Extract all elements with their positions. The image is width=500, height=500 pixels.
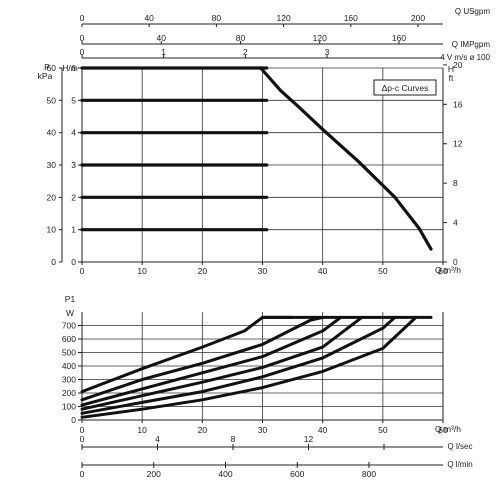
kpa-tick-label: 10 (47, 225, 57, 235)
hm-axis-label: H/m (62, 63, 78, 73)
y-tick-label: 700 (62, 321, 76, 331)
top-axis-tick-label: 0 (80, 47, 85, 57)
secondary-axis-tick-label: 0 (80, 434, 85, 444)
top-axis-tick-label: 120 (277, 13, 291, 23)
top-axis-tick-label: 40 (157, 33, 167, 43)
kpa-tick-label: 40 (47, 128, 57, 138)
y-tick-label: 200 (62, 388, 76, 398)
y-tick-label: 0 (71, 415, 76, 425)
kpa-tick-label: 50 (47, 95, 57, 105)
x-tick-label: 10 (137, 266, 147, 276)
ft-axis-label-bottom: ft (449, 73, 454, 83)
top-axis-tick-label: 80 (212, 13, 222, 23)
ft-tick-label: 0 (453, 257, 458, 267)
y-tick-label: 400 (62, 361, 76, 371)
y-tick-label: 500 (62, 348, 76, 358)
power-curve-line (80, 315, 343, 407)
secondary-axis-tick-label: 4 (155, 434, 160, 444)
top-axis-label: 4 V m/s ø 100 (440, 53, 490, 62)
power-curve-line (80, 315, 364, 411)
top-axis-label: Q IMPgpm (452, 40, 491, 49)
secondary-axis-tick-label: 0 (80, 469, 85, 479)
legend-label: Δp-c Curves (382, 83, 429, 93)
ft-tick-label: 4 (453, 218, 458, 228)
top-axis-tick-label: 1 (161, 47, 166, 57)
secondary-axis-label: Q l/sec (448, 442, 473, 451)
head-flow-chart: 0102030405060PkPa0123456H/m048121620Hft0… (38, 7, 491, 276)
kpa-axis-label-bottom: kPa (38, 71, 53, 81)
hm-tick-label: 1 (71, 225, 76, 235)
kpa-axis-label-top: P (44, 62, 50, 72)
x-tick-label: 50 (378, 266, 388, 276)
x-tick-label: 20 (198, 266, 208, 276)
kpa-tick-label: 0 (51, 257, 56, 267)
ft-axis-label-top: H (448, 64, 454, 74)
x-tick-label: 40 (318, 266, 328, 276)
secondary-axis-label: Q l/min (447, 460, 472, 469)
top-axis-tick-label: 160 (344, 13, 358, 23)
top-axis-tick-label: 3 (325, 47, 330, 57)
secondary-axis-tick-label: 200 (147, 469, 161, 479)
ft-tick-label: 8 (453, 178, 458, 188)
legend-box (373, 79, 437, 96)
top-axis-tick-label: 0 (80, 33, 85, 43)
hm-tick-label: 6 (71, 63, 76, 73)
top-axis-tick-label: 200 (411, 13, 425, 23)
top-axis-tick-label: 120 (313, 33, 327, 43)
x-tick-label: 40 (318, 425, 328, 435)
y-axis-unit: W (66, 308, 74, 318)
ft-tick-label: 12 (453, 139, 463, 149)
power-curve-line (80, 315, 418, 419)
x-axis-label: Q m³/h (435, 265, 461, 275)
secondary-axis-tick-label: 800 (362, 469, 376, 479)
ft-tick-label: 20 (453, 60, 463, 70)
x-tick-label: 20 (198, 425, 208, 435)
y-axis-label: P1 (65, 294, 76, 304)
curve-line (259, 66, 433, 251)
power-curve-line (80, 315, 325, 402)
top-axis-tick-label: 2 (243, 47, 248, 57)
kpa-tick-label: 30 (47, 160, 57, 170)
x-tick-label: 10 (137, 425, 147, 435)
kpa-tick-label: 20 (47, 192, 57, 202)
x-tick-label: 60 (438, 266, 448, 276)
x-tick-label: 0 (80, 266, 85, 276)
y-tick-label: 600 (62, 334, 76, 344)
hm-tick-label: 3 (71, 160, 76, 170)
x-tick-label: 60 (438, 425, 448, 435)
top-axis-tick-label: 0 (80, 13, 85, 23)
x-tick-label: 0 (80, 425, 85, 435)
secondary-axis-tick-label: 12 (304, 434, 314, 444)
x-tick-label: 50 (378, 425, 388, 435)
top-axis-tick-label: 160 (392, 33, 406, 43)
y-tick-label: 300 (62, 375, 76, 385)
hm-tick-label: 4 (71, 128, 76, 138)
kpa-tick-label: 60 (47, 63, 57, 73)
x-tick-label: 30 (258, 266, 268, 276)
hm-tick-label: 0 (71, 257, 76, 267)
power-curve-line (80, 315, 397, 415)
secondary-axis-tick-label: 8 (231, 434, 236, 444)
x-tick-label: 30 (258, 425, 268, 435)
top-axis-label: Q USgpm (455, 7, 490, 16)
secondary-axis-tick-label: 600 (290, 469, 304, 479)
ft-tick-label: 16 (453, 99, 463, 109)
top-axis-tick-label: 80 (236, 33, 246, 43)
y-tick-label: 100 (62, 402, 76, 412)
x-axis-label: Q m³/h (435, 424, 461, 434)
power-curve-line (80, 315, 295, 394)
hm-tick-label: 2 (71, 192, 76, 202)
hm-tick-label: 5 (71, 95, 76, 105)
top-axis-tick-label: 40 (144, 13, 154, 23)
secondary-axis-tick-label: 400 (218, 469, 232, 479)
